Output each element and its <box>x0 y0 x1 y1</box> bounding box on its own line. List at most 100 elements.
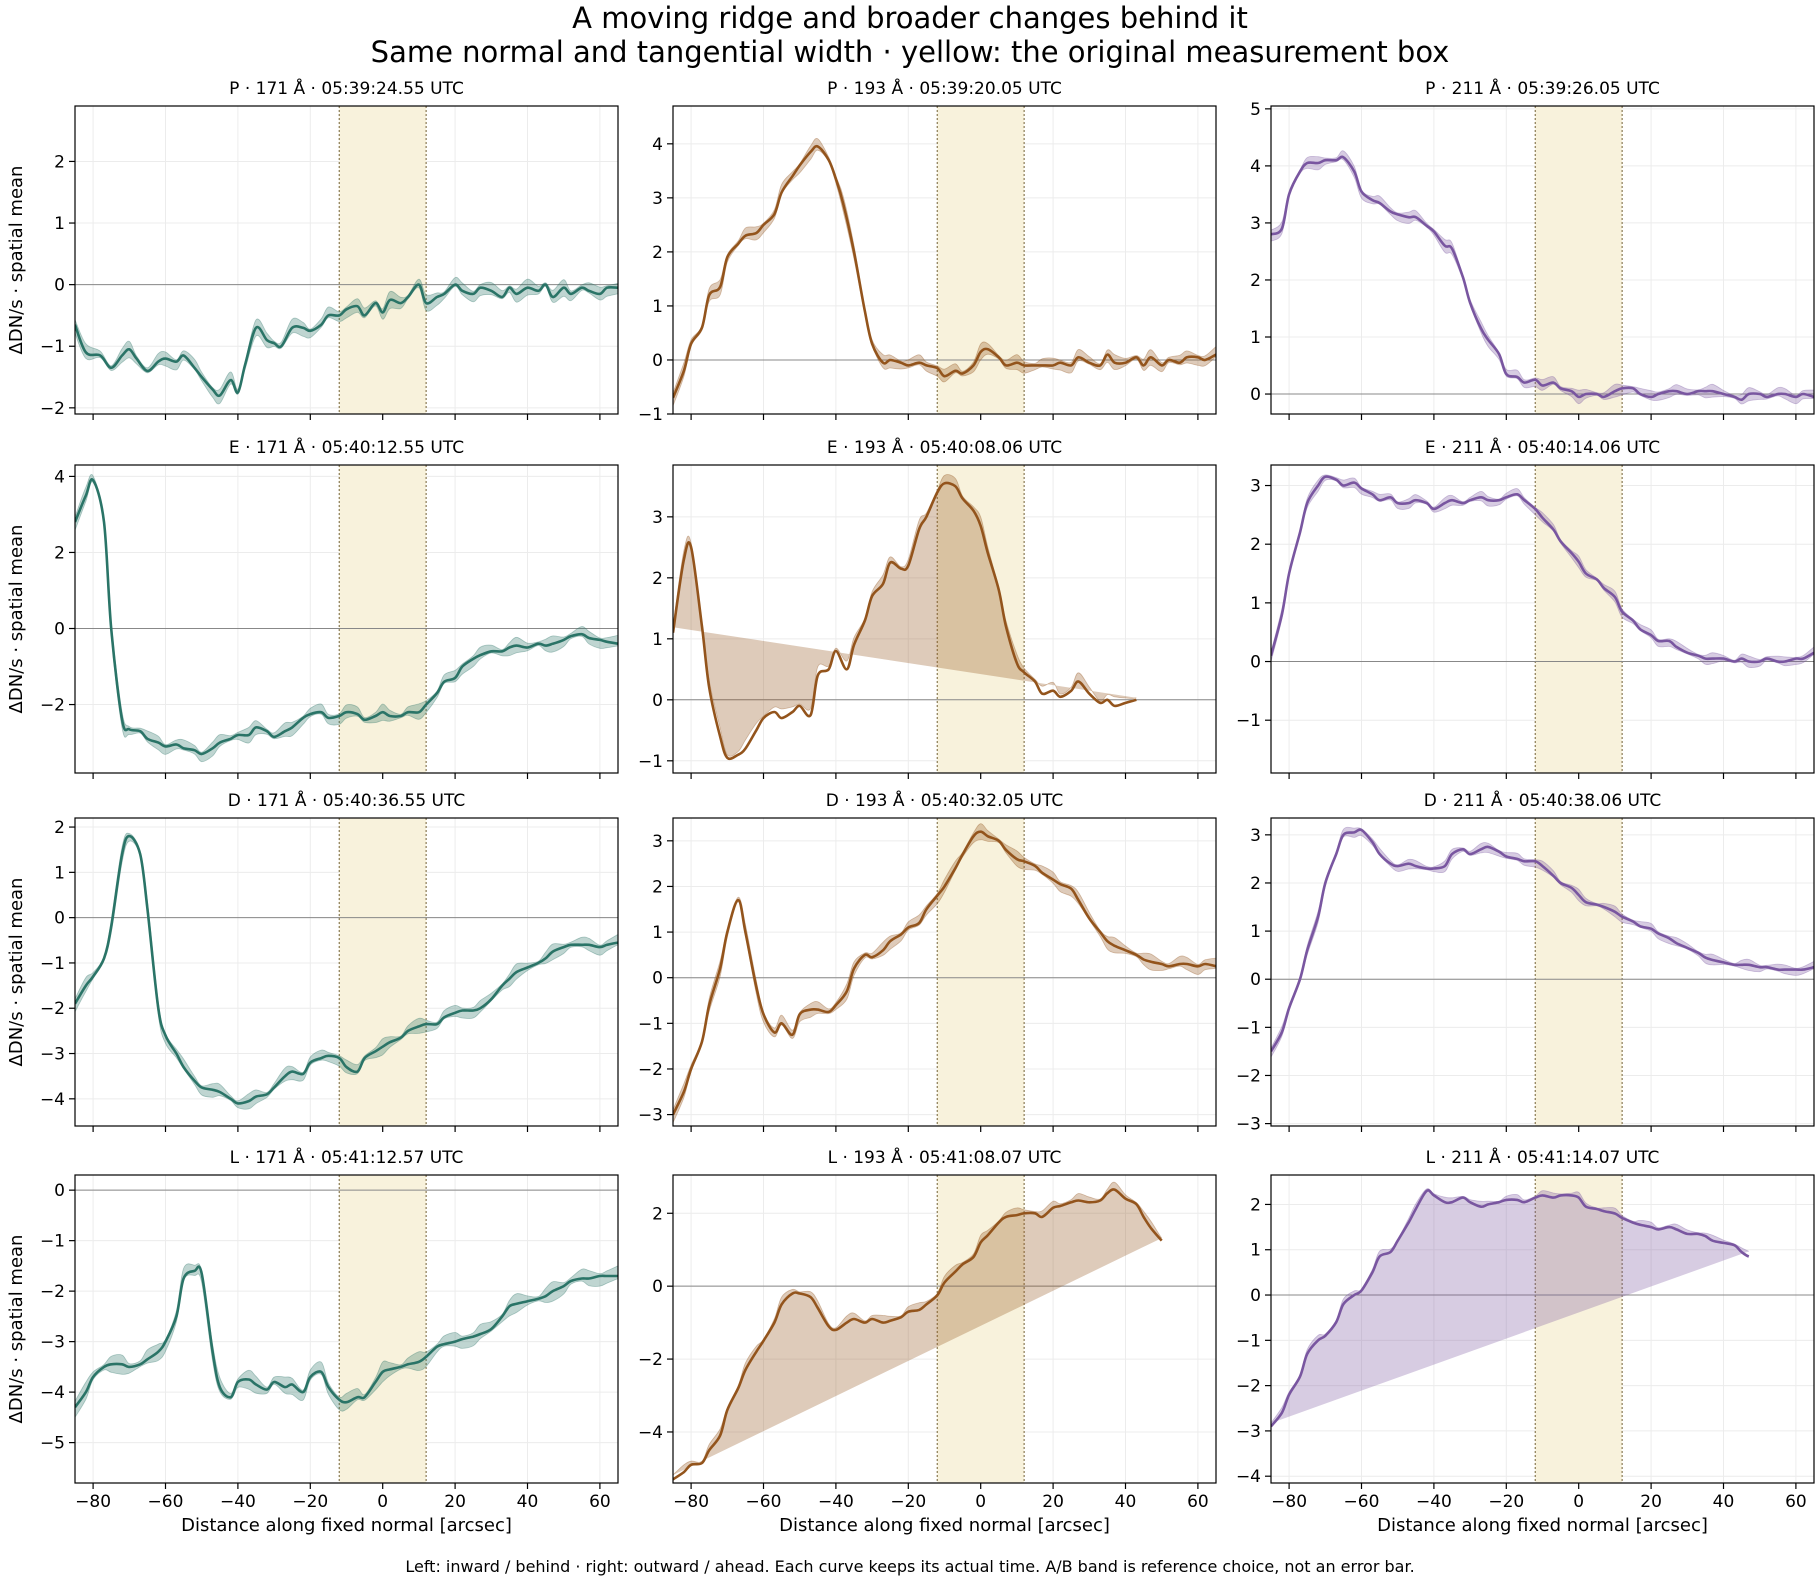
x-tick-label: 0 <box>377 1492 388 1512</box>
axes-frame <box>1270 817 1815 1127</box>
y-tick-label: −1 <box>638 405 663 425</box>
x-tick-label: −80 <box>673 1492 709 1512</box>
y-tick-label: −4 <box>40 1383 65 1403</box>
y-tick-label: −2 <box>1236 1377 1261 1397</box>
reference-band <box>1271 150 1814 405</box>
reference-band <box>75 832 618 1110</box>
axes-frame <box>74 464 619 774</box>
panel-title: L · 211 Å · 05:41:14.07 UTC <box>1426 1146 1660 1168</box>
panel-title: D · 171 Å · 05:40:36.55 UTC <box>228 789 466 811</box>
series-line <box>75 834 618 1105</box>
reference-band <box>673 138 1216 407</box>
y-tick-label: 3 <box>1250 214 1261 234</box>
measurement-box <box>937 1175 1025 1483</box>
y-tick-label: 0 <box>54 276 65 296</box>
x-tick-label: −80 <box>1271 1492 1307 1512</box>
panel-0-0: −2 −1 0 1 2 P · 171 Å · 05:39:24.55 UTC ΔDN/s … <box>6 77 619 420</box>
y-axis-label: ΔDN/s · spatial mean <box>6 878 27 1067</box>
axes-frame <box>1270 464 1815 774</box>
x-tick-label: 20 <box>444 1492 466 1512</box>
y-tick-label: 2 <box>1250 535 1261 555</box>
x-tick-label: 60 <box>589 1492 611 1512</box>
y-tick-label: 0 <box>1250 1286 1261 1306</box>
measurement-box <box>339 818 427 1126</box>
y-tick-label: 2 <box>54 543 65 563</box>
figure-footer: Left: inward / behind · right: outward /… <box>405 1557 1414 1576</box>
y-axis-label: ΔDN/s · spatial mean <box>6 1235 27 1424</box>
panel-title: E · 211 Å · 05:40:14.06 UTC <box>1425 436 1660 458</box>
y-tick-label: 1 <box>652 297 663 317</box>
y-tick-label: 2 <box>652 569 663 589</box>
panel-3-0: −80 −60 −40 −20 0 20 40 60 −5 −4 −3 −2 −1 0 L · 171 Å … <box>6 1146 619 1536</box>
y-tick-label: 0 <box>652 351 663 371</box>
y-tick-label: 2 <box>54 818 65 838</box>
panel-1-0: −2 0 2 4 E · 171 Å · 05:40:12.55 UTC ΔDN/s · … <box>6 436 619 779</box>
panel-3-2: −80 −60 −40 −20 0 20 40 60 −4 −3 −2 −1 0 1 2 L · 211 Å … <box>1236 1146 1815 1536</box>
measurement-box <box>937 106 1025 414</box>
panel-title: L · 171 Å · 05:41:12.57 UTC <box>230 1146 464 1168</box>
y-tick-label: 4 <box>1250 157 1261 177</box>
x-tick-label: 40 <box>517 1492 539 1512</box>
panel-2-1: −3 −2 −1 0 1 2 3 D · 193 Å · 05:40:32.05 UTC <box>638 789 1217 1132</box>
x-tick-label: −20 <box>1488 1492 1524 1512</box>
panel-0-2: 0 1 2 3 4 5 P · 211 Å · 05:39:26.05 UTC <box>1250 77 1815 420</box>
y-tick-label: −2 <box>40 1282 65 1302</box>
panel-1-2: −1 0 1 2 3 E · 211 Å · 05:40:14.06 UTC <box>1236 436 1815 779</box>
series-line <box>75 478 618 756</box>
panel-title: P · 193 Å · 05:39:20.05 UTC <box>827 77 1062 99</box>
panel-title: D · 193 Å · 05:40:32.05 UTC <box>826 789 1064 811</box>
series-line <box>1271 155 1814 402</box>
series-line <box>673 144 1216 399</box>
axes-frame <box>672 464 1217 774</box>
axes-frame <box>672 1174 1217 1484</box>
panel-0-1: −1 0 1 2 3 4 P · 193 Å · 05:39:20.05 UTC <box>638 77 1217 425</box>
y-tick-label: 1 <box>1250 922 1261 942</box>
measurement-box <box>339 465 427 773</box>
reference-band <box>1271 474 1814 668</box>
axes-frame <box>1270 1174 1815 1484</box>
panel-title: D · 211 Å · 05:40:38.06 UTC <box>1424 789 1662 811</box>
x-tick-label: −40 <box>220 1492 256 1512</box>
y-tick-label: 3 <box>1250 826 1261 846</box>
axes-frame <box>74 1174 619 1484</box>
axes-frame <box>74 105 619 415</box>
y-tick-label: −4 <box>1236 1467 1261 1487</box>
y-tick-label: 0 <box>54 909 65 929</box>
y-tick-label: −3 <box>1236 1422 1261 1442</box>
panel-title: E · 171 Å · 05:40:12.55 UTC <box>229 436 464 458</box>
y-tick-label: −2 <box>638 1060 663 1080</box>
series-line <box>75 283 618 398</box>
y-tick-label: −1 <box>1236 1018 1261 1038</box>
y-tick-label: −1 <box>638 752 663 772</box>
y-tick-label: 0 <box>1250 653 1261 673</box>
x-tick-label: 40 <box>1115 1492 1137 1512</box>
panel-title: L · 193 Å · 05:41:08.07 UTC <box>828 1146 1062 1168</box>
measurement-box <box>937 818 1025 1126</box>
y-tick-label: 1 <box>652 630 663 650</box>
y-tick-label: 4 <box>54 467 65 487</box>
figure-title-line1: A moving ridge and broader changes behin… <box>572 1 1248 35</box>
series-line <box>1271 828 1814 1053</box>
measurement-box <box>1535 106 1623 414</box>
y-tick-label: 1 <box>54 863 65 883</box>
y-tick-label: −3 <box>638 1106 663 1126</box>
panel-2-0: −4 −3 −2 −1 0 1 2 D · 171 Å · 05:40:36.55 UTC ΔD… <box>6 789 619 1132</box>
x-tick-label: 60 <box>1187 1492 1209 1512</box>
y-axis-label: ΔDN/s · spatial mean <box>6 166 27 355</box>
y-tick-label: 1 <box>1250 1241 1261 1261</box>
y-tick-label: −4 <box>638 1423 663 1443</box>
measurement-box <box>1535 818 1623 1126</box>
panel-2-2: −3 −2 −1 0 1 2 3 D · 211 Å · 05:40:38.06 UTC <box>1236 789 1815 1135</box>
x-tick-label: −40 <box>1416 1492 1452 1512</box>
y-tick-label: 3 <box>652 508 663 528</box>
reference-band <box>1271 826 1814 1058</box>
reference-band <box>673 474 1137 757</box>
y-tick-label: −2 <box>40 696 65 716</box>
measurement-box <box>1535 465 1623 773</box>
axes-frame <box>1270 105 1815 415</box>
series-line <box>1271 475 1814 664</box>
reference-band <box>673 1181 1163 1476</box>
series-line <box>673 830 1216 1116</box>
y-tick-label: 0 <box>652 691 663 711</box>
